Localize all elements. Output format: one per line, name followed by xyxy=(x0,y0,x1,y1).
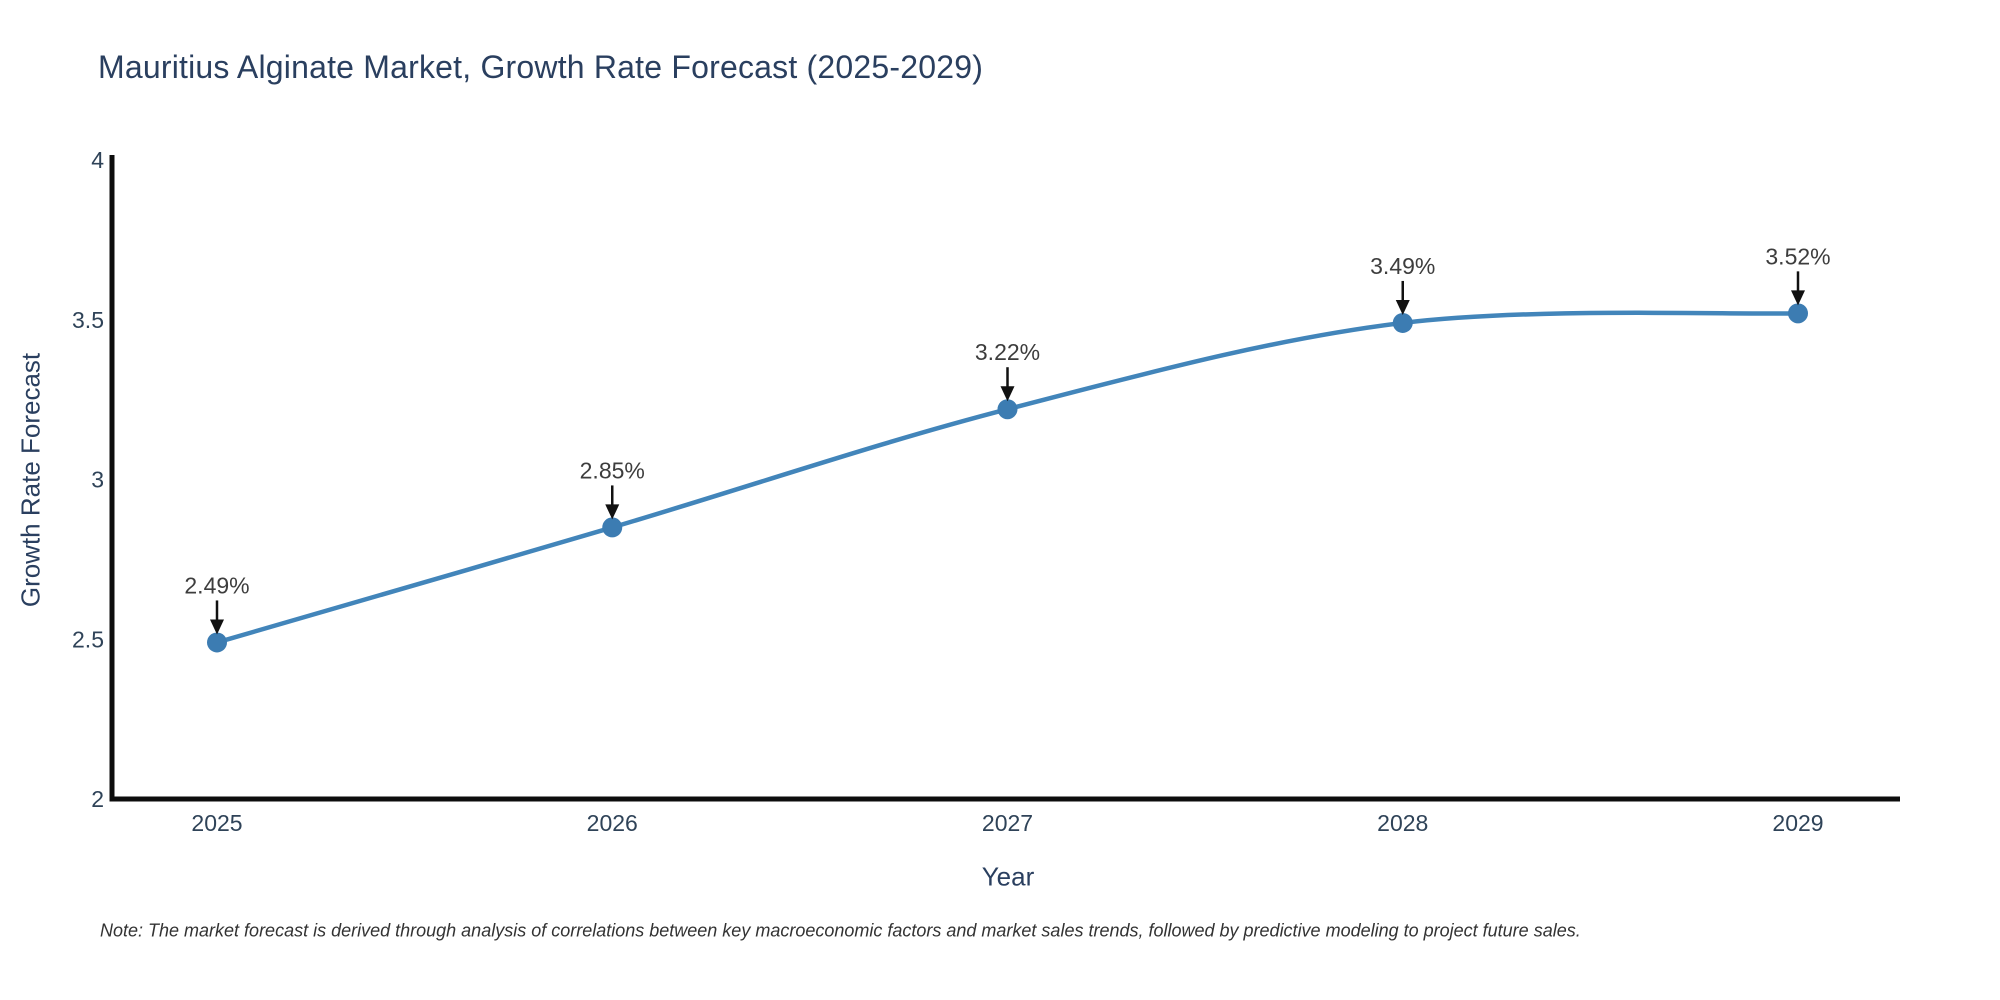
y-tick-labels: 2 2.5 3 3.5 4 xyxy=(72,147,104,812)
point-annotations: 2.49% 2.85% 3.22% 3.49% 3.52% xyxy=(184,243,1831,635)
data-point-marker xyxy=(1788,303,1808,324)
axes xyxy=(109,155,1900,802)
x-tick-label: 2025 xyxy=(191,810,242,836)
point-value-label: 2.49% xyxy=(184,572,249,598)
y-tick-label: 2.5 xyxy=(72,626,104,652)
annotation-arrow-head xyxy=(605,504,620,520)
point-value-label: 3.52% xyxy=(1765,243,1830,269)
x-tick-label: 2026 xyxy=(587,810,638,836)
annotation-arrow-head xyxy=(1395,299,1410,315)
x-tick-label: 2028 xyxy=(1377,810,1428,836)
chart-title: Mauritius Alginate Market, Growth Rate F… xyxy=(98,49,984,85)
y-axis-title: Growth Rate Forecast xyxy=(15,352,46,608)
y-tick-label: 4 xyxy=(91,147,104,173)
point-value-label: 3.49% xyxy=(1370,253,1435,279)
y-tick-label: 3 xyxy=(91,467,104,493)
x-tick-label: 2027 xyxy=(982,810,1033,836)
data-point-marker xyxy=(207,632,227,653)
annotation-arrow-head xyxy=(1000,386,1015,402)
x-axis-title: Year xyxy=(981,861,1035,892)
footnote: Note: The market forecast is derived thr… xyxy=(100,920,1581,941)
x-tick-label: 2029 xyxy=(1772,810,1823,836)
annotation-arrow-head xyxy=(210,619,224,635)
point-value-label: 2.85% xyxy=(580,457,645,483)
data-points xyxy=(207,303,1808,653)
data-point-marker xyxy=(602,517,623,538)
point-value-label: 3.22% xyxy=(975,339,1040,365)
data-point-marker xyxy=(1392,312,1413,333)
x-tick-labels: 2025 2026 2027 2028 2029 xyxy=(191,810,1823,836)
annotation-arrow-head xyxy=(1791,290,1805,306)
y-tick-label: 3.5 xyxy=(72,307,104,333)
y-tick-label: 2 xyxy=(91,786,104,812)
data-point-marker xyxy=(997,399,1018,420)
